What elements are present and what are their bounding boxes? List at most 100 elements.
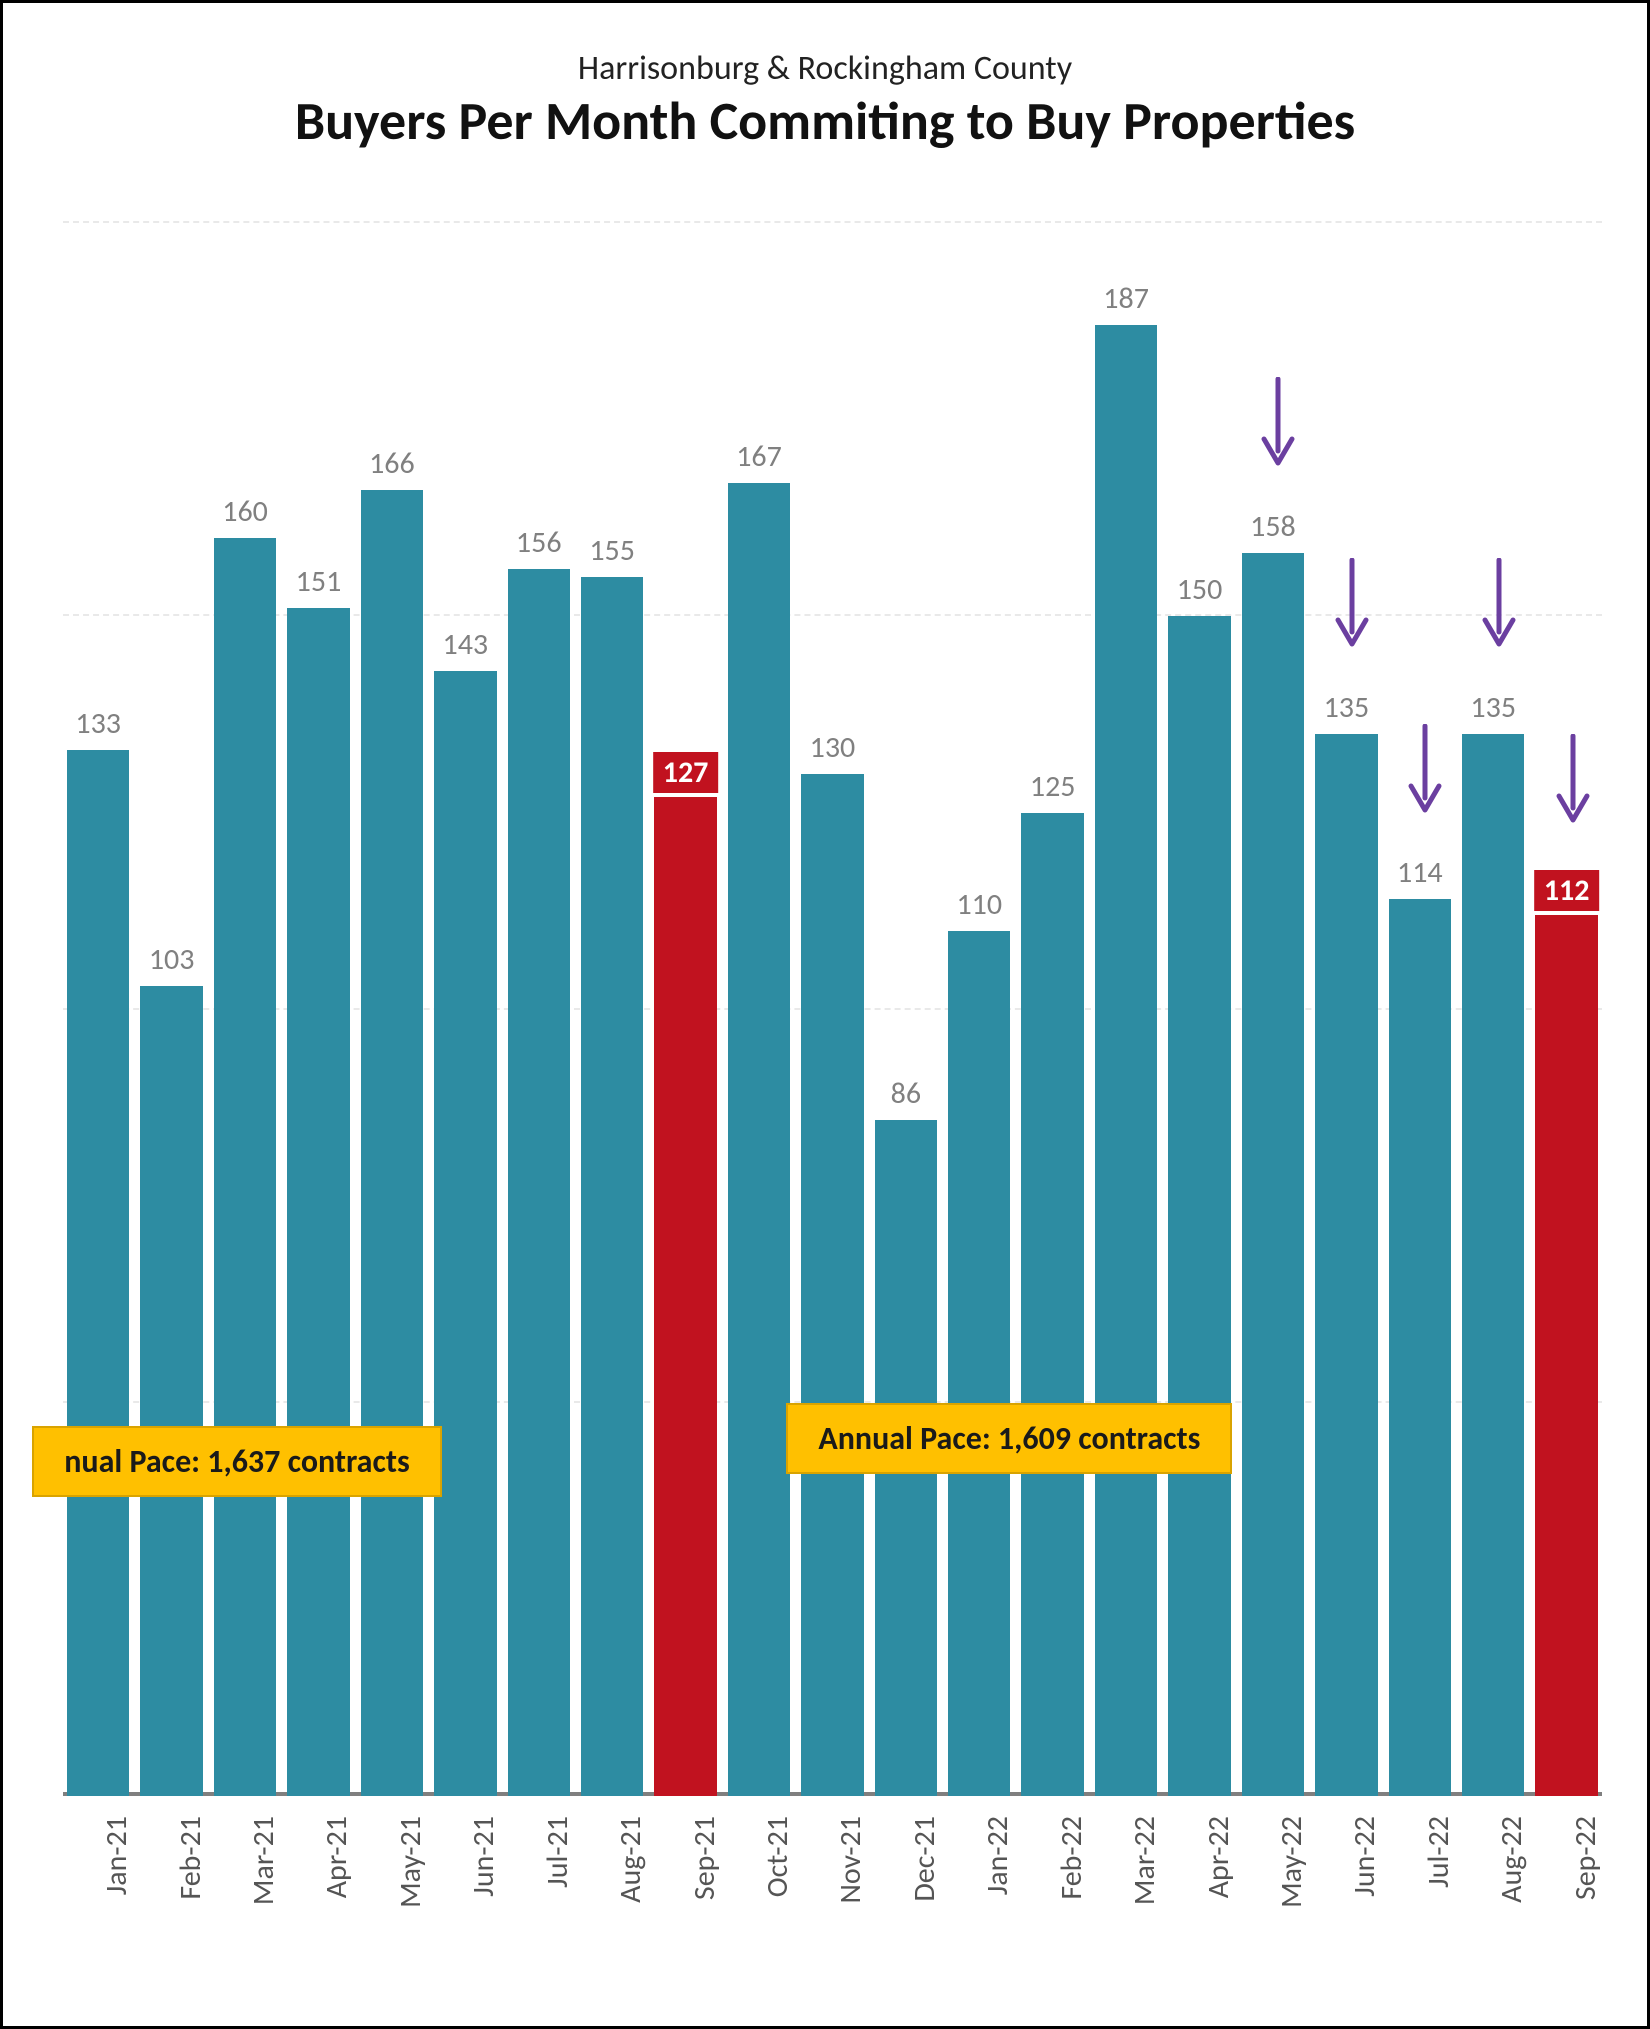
bar-slot: 86 xyxy=(875,223,937,1796)
plot-area: 1331031601511661431561551271671308611012… xyxy=(63,223,1602,1796)
chart-subtitle: Harrisonburg & Rockingham County xyxy=(3,48,1647,89)
bar-slot: 130 xyxy=(801,223,863,1796)
x-label-slot: Jun-21 xyxy=(434,1806,496,1996)
annotation-box: nual Pace: 1,637 contracts xyxy=(32,1426,441,1497)
bar-value-label: 167 xyxy=(736,438,782,475)
x-axis-label: Jun-22 xyxy=(1346,1816,1383,1897)
x-label-slot: May-21 xyxy=(361,1806,423,1996)
bar-slot: 150 xyxy=(1168,223,1230,1796)
x-label-slot: Jan-21 xyxy=(67,1806,129,1996)
x-axis-label: Mar-21 xyxy=(245,1816,282,1905)
bar-value-label: 133 xyxy=(75,705,121,742)
bar-slot: 156 xyxy=(508,223,570,1796)
x-label-slot: May-22 xyxy=(1242,1806,1304,1996)
bar-value-label: 143 xyxy=(443,626,489,663)
bar-slot: 160 xyxy=(214,223,276,1796)
x-label-slot: Mar-21 xyxy=(214,1806,276,1996)
x-axis-label: Nov-21 xyxy=(832,1816,869,1904)
bar-slot: 151 xyxy=(287,223,349,1796)
bar: 156 xyxy=(508,569,570,1796)
bar-value-label: 150 xyxy=(1177,571,1223,608)
x-label-slot: Sep-22 xyxy=(1535,1806,1597,1996)
bar: 187 xyxy=(1095,325,1157,1796)
x-label-slot: Oct-21 xyxy=(728,1806,790,1996)
bar-value-label: 155 xyxy=(589,532,635,569)
x-axis-label: Aug-21 xyxy=(612,1816,649,1903)
bar: 135 xyxy=(1462,734,1524,1796)
bar-value-label: 125 xyxy=(1030,768,1076,805)
bar-slot: 135 xyxy=(1315,223,1377,1796)
bar-value-label: 187 xyxy=(1103,280,1149,317)
bar-slot: 155 xyxy=(581,223,643,1796)
bar-value-label: 127 xyxy=(653,752,719,793)
x-axis-label: Feb-21 xyxy=(172,1816,209,1900)
x-label-slot: Apr-21 xyxy=(287,1806,349,1996)
x-axis-label: Apr-21 xyxy=(318,1816,355,1898)
down-arrow-icon xyxy=(1260,377,1296,467)
x-label-slot: Aug-22 xyxy=(1462,1806,1524,1996)
x-label-slot: Jan-22 xyxy=(948,1806,1010,1996)
bar-value-label: 112 xyxy=(1534,870,1600,911)
x-axis-label: Jul-21 xyxy=(539,1816,576,1888)
bar: 110 xyxy=(948,931,1010,1796)
bars-container: 1331031601511661431561551271671308611012… xyxy=(63,223,1602,1796)
x-label-slot: Feb-21 xyxy=(140,1806,202,1996)
x-label-slot: Sep-21 xyxy=(654,1806,716,1996)
x-axis-label: Oct-21 xyxy=(759,1816,796,1897)
bar: 160 xyxy=(214,538,276,1796)
bar: 127 xyxy=(654,797,716,1796)
bar: 166 xyxy=(361,490,423,1796)
bar: 133 xyxy=(67,750,129,1796)
bar-slot: 125 xyxy=(1021,223,1083,1796)
bar-slot: 166 xyxy=(361,223,423,1796)
x-axis-label: Apr-22 xyxy=(1200,1816,1237,1898)
bar-value-label: 86 xyxy=(891,1075,921,1112)
bar-slot: 135 xyxy=(1462,223,1524,1796)
x-axis-labels: Jan-21Feb-21Mar-21Apr-21May-21Jun-21Jul-… xyxy=(63,1806,1602,1996)
x-label-slot: Jul-22 xyxy=(1389,1806,1451,1996)
bar-value-label: 151 xyxy=(296,563,342,600)
bar: 103 xyxy=(140,986,202,1796)
bar: 167 xyxy=(728,483,790,1796)
bar-value-label: 130 xyxy=(810,729,856,766)
x-axis-label: Sep-22 xyxy=(1567,1816,1604,1900)
bar-slot: 127 xyxy=(654,223,716,1796)
bar-slot: 143 xyxy=(434,223,496,1796)
x-label-slot: Mar-22 xyxy=(1095,1806,1157,1996)
bar-value-label: 110 xyxy=(956,886,1002,923)
bar-value-label: 103 xyxy=(149,941,195,978)
bar: 151 xyxy=(287,608,349,1796)
bar: 135 xyxy=(1315,734,1377,1796)
down-arrow-icon xyxy=(1481,558,1517,648)
bar-value-label: 158 xyxy=(1250,508,1296,545)
chart-frame: Harrisonburg & Rockingham County Buyers … xyxy=(0,0,1650,2029)
down-arrow-icon xyxy=(1555,734,1591,824)
bar: 130 xyxy=(801,774,863,1796)
bar-slot: 133 xyxy=(67,223,129,1796)
x-label-slot: Apr-22 xyxy=(1168,1806,1230,1996)
x-axis-label: Jan-22 xyxy=(979,1816,1016,1895)
x-label-slot: Nov-21 xyxy=(801,1806,863,1996)
bar-slot: 187 xyxy=(1095,223,1157,1796)
x-axis-label: Mar-22 xyxy=(1126,1816,1163,1905)
bar-value-label: 166 xyxy=(369,445,415,482)
bar-value-label: 135 xyxy=(1324,689,1370,726)
bar: 112 xyxy=(1535,915,1597,1796)
x-axis-label: Jun-21 xyxy=(465,1816,502,1897)
down-arrow-icon xyxy=(1407,724,1443,814)
bar: 114 xyxy=(1389,899,1451,1796)
x-label-slot: Dec-21 xyxy=(875,1806,937,1996)
bar-value-label: 156 xyxy=(516,524,562,561)
x-axis-label: May-22 xyxy=(1273,1816,1310,1908)
bar-value-label: 135 xyxy=(1470,689,1516,726)
x-label-slot: Jul-21 xyxy=(508,1806,570,1996)
x-axis-label: Jan-21 xyxy=(98,1816,135,1895)
bar-slot: 112 xyxy=(1535,223,1597,1796)
bar-slot: 110 xyxy=(948,223,1010,1796)
x-axis-label: Dec-21 xyxy=(906,1816,943,1902)
x-axis-label: Aug-22 xyxy=(1493,1816,1530,1903)
x-axis-label: Jul-22 xyxy=(1420,1816,1457,1888)
x-axis-label: Sep-21 xyxy=(686,1816,723,1900)
x-label-slot: Feb-22 xyxy=(1021,1806,1083,1996)
bar-value-label: 160 xyxy=(222,493,268,530)
